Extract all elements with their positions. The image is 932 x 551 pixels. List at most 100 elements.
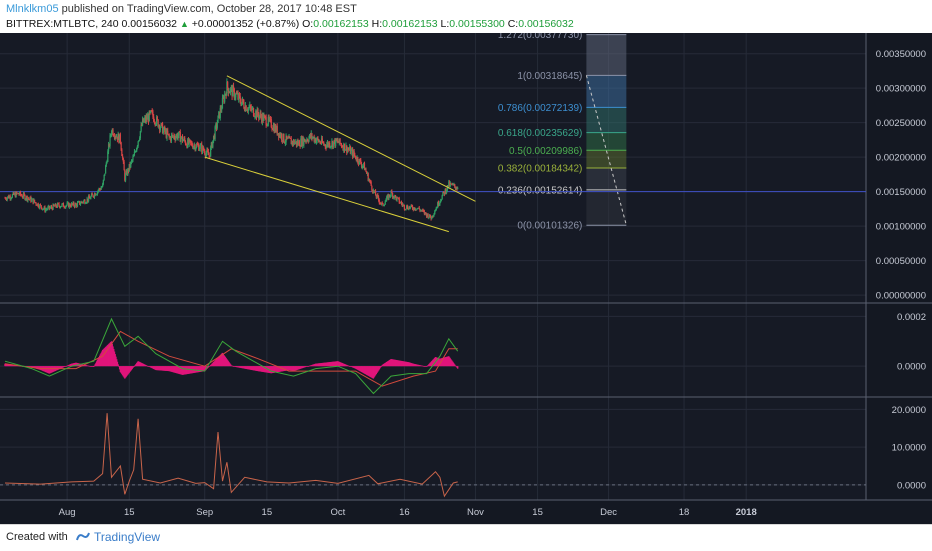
- candle-body-117: [90, 193, 93, 197]
- macd-hist-bar-320: [241, 366, 243, 369]
- macd-hist-bar-510: [381, 364, 383, 367]
- candle-body-0: [4, 197, 6, 199]
- macd-hist-bar-225: [170, 366, 173, 372]
- price-axis-background: [866, 33, 932, 500]
- macd-hist-bar-598: [446, 356, 449, 367]
- macd-hist-bar-584: [436, 357, 438, 367]
- candle-body-125: [96, 191, 99, 195]
- macd-hist-bar-322: [242, 366, 244, 369]
- fib-band-1: [586, 75, 627, 108]
- trading-chart[interactable]: 0.00350000 0.00300000 0.00250000 0.00200000…: [0, 33, 932, 524]
- macd-hist-bar-420: [314, 363, 317, 367]
- candle-body-186: [141, 118, 144, 126]
- macd-hist-bar-358: [269, 366, 271, 374]
- candle-body-465: [348, 149, 350, 151]
- candle-body-293: [221, 108, 223, 111]
- candle-body-440: [329, 146, 332, 148]
- candle-body-279: [210, 142, 212, 148]
- candle-body-446: [334, 139, 336, 147]
- macd-hist-bar-262: [198, 366, 200, 373]
- candle-body-44: [36, 203, 39, 206]
- macd-hist-bar-178: [135, 363, 138, 367]
- candle-body-311: [234, 97, 236, 99]
- candle-body-219: [166, 130, 168, 138]
- macd-hist-bar-321: [241, 366, 244, 369]
- candle-body-490: [366, 173, 369, 175]
- macd-hist-bar-560: [418, 365, 420, 367]
- candle-body-124: [96, 194, 98, 195]
- macd-hist-bar-533: [398, 360, 400, 367]
- candle-body-185: [141, 125, 143, 126]
- x-tick-label-8: Dec: [600, 507, 617, 518]
- macd-hist-bar-243: [184, 366, 186, 375]
- ohlc-high-label: H:: [371, 18, 383, 30]
- macd-hist-bar-47: [39, 366, 41, 370]
- macd-hist-bar-85: [67, 365, 69, 367]
- macd-hist-bar-59: [47, 366, 50, 374]
- candle-body-373: [280, 134, 282, 138]
- macd-hist-bar-473: [354, 366, 356, 369]
- tradingview-logo-icon[interactable]: [76, 530, 90, 542]
- candle-body-140: [107, 144, 110, 152]
- macd-hist-bar-499: [373, 366, 375, 378]
- candle-body-113: [87, 196, 90, 202]
- candle-body-534: [399, 202, 401, 204]
- candle-body-391: [293, 140, 295, 145]
- macd-hist-bar-506: [378, 366, 380, 370]
- macd-hist-bar-540: [403, 361, 406, 367]
- candle-body-376: [282, 133, 284, 142]
- candle-body-79: [62, 203, 65, 207]
- macd-hist-bar-536: [400, 360, 403, 367]
- candle-body-172: [131, 160, 133, 161]
- candle-body-319: [240, 101, 242, 106]
- macd-hist-bar-450: [337, 361, 339, 367]
- candle-body-332: [249, 105, 252, 108]
- macd-hist-bar-179: [136, 362, 139, 367]
- candle-body-594: [443, 192, 445, 195]
- candle-body-537: [401, 203, 403, 206]
- price-tick-label-0: 0.00350000: [876, 49, 926, 60]
- tradingview-brand-link[interactable]: TradingView: [94, 530, 161, 544]
- candle-body-491: [367, 173, 369, 181]
- macd-hist-bar-4: [7, 364, 9, 367]
- macd-hist-bar-405: [303, 366, 306, 368]
- candle-body-156: [119, 134, 121, 143]
- candle-body-609: [454, 186, 457, 189]
- macd-hist-bar-209: [158, 366, 161, 371]
- candle-body-229: [173, 135, 175, 139]
- macd-hist-bar-187: [142, 363, 145, 367]
- macd-hist-bar-392: [294, 366, 296, 371]
- candle-body-199: [151, 111, 153, 112]
- macd-hist-bar-257: [194, 366, 196, 373]
- candle-body-17: [16, 193, 19, 194]
- macd-hist-bar-426: [319, 363, 321, 367]
- macd-hist-bar-298: [224, 357, 227, 367]
- macd-hist-bar-242: [183, 366, 185, 375]
- macd-hist-bar-94: [73, 363, 76, 367]
- candle-body-13: [14, 193, 16, 195]
- candle-body-26: [23, 193, 25, 196]
- candle-body-492: [368, 179, 370, 181]
- candle-body-427: [320, 143, 322, 144]
- candle-body-64: [51, 207, 53, 210]
- candle-body-281: [212, 140, 214, 148]
- macd-hist-bar-398: [298, 366, 301, 370]
- candle-body-588: [439, 201, 441, 205]
- macd-hist-bar-296: [223, 354, 225, 367]
- candle-body-336: [252, 107, 255, 117]
- macd-hist-bar-470: [351, 366, 354, 368]
- candle-body-461: [345, 145, 347, 150]
- candle-body-290: [218, 111, 221, 119]
- macd-hist-bar-141: [108, 343, 110, 367]
- macd-hist-bar-441: [330, 361, 332, 367]
- macd-hist-bar-479: [358, 366, 361, 371]
- candle-body-63: [51, 206, 53, 208]
- x-tick-label-9: 18: [679, 507, 690, 518]
- macd-hist-bar-180: [137, 361, 139, 367]
- author-link[interactable]: Mlnklkm05: [6, 3, 59, 15]
- candle-body-145: [111, 129, 113, 133]
- macd-hist-bar-118: [91, 366, 93, 367]
- candle-body-603: [450, 183, 452, 185]
- candle-body-237: [179, 131, 181, 142]
- macd-hist-bar-116: [90, 366, 92, 367]
